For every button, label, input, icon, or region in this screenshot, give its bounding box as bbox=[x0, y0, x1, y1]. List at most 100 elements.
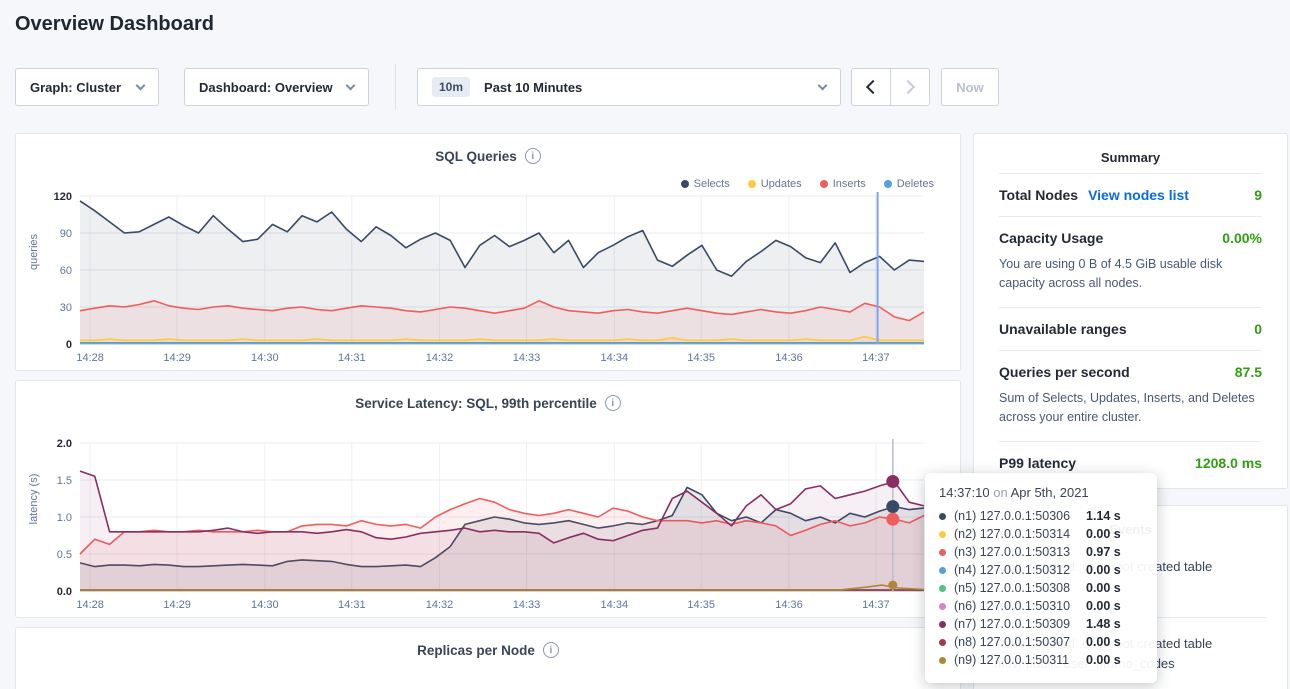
sql-queries-chart-title: SQL Queries bbox=[435, 149, 517, 164]
tooltip-node-value: 0.00 s bbox=[1086, 525, 1121, 543]
tooltip-node-value: 0.00 s bbox=[1086, 561, 1121, 579]
tooltip-node-value: 1.48 s bbox=[1086, 615, 1121, 633]
tooltip-node-row: (n3) 127.0.0.1:503130.97 s bbox=[939, 543, 1143, 561]
svg-text:60: 60 bbox=[60, 265, 72, 277]
view-nodes-list-link[interactable]: View nodes list bbox=[1088, 187, 1189, 203]
svg-text:90: 90 bbox=[60, 228, 72, 240]
summary-row-unavailable-ranges: Unavailable ranges 0 bbox=[999, 307, 1262, 350]
tooltip-node-label: (n4) 127.0.0.1:50312 bbox=[954, 561, 1086, 579]
page-title: Overview Dashboard bbox=[15, 13, 214, 36]
service-latency-panel: Service Latency: SQL, 99th percentile la… bbox=[15, 380, 961, 618]
summary-row-capacity: Capacity Usage 0.00% bbox=[999, 216, 1262, 259]
hover-value-dot bbox=[886, 475, 899, 488]
tooltip-node-row: (n1) 127.0.0.1:503061.14 s bbox=[939, 507, 1143, 525]
info-icon[interactable] bbox=[543, 642, 559, 658]
chevron-down-icon bbox=[136, 80, 146, 90]
chevron-down-icon bbox=[818, 80, 828, 90]
now-button-label: Now bbox=[956, 80, 983, 95]
legend-dot-icon bbox=[681, 180, 689, 188]
chart-title-row: Replicas per Node bbox=[16, 642, 960, 658]
node-color-dot-icon bbox=[939, 549, 946, 556]
svg-text:14:36: 14:36 bbox=[775, 599, 803, 611]
svg-text:14:34: 14:34 bbox=[601, 352, 629, 364]
svg-text:14:31: 14:31 bbox=[338, 352, 366, 364]
queries-per-second-value: 87.5 bbox=[1235, 364, 1262, 380]
time-prev-button[interactable] bbox=[851, 68, 891, 106]
tooltip-timestamp: 14:37:10 on Apr 5th, 2021 bbox=[939, 485, 1143, 500]
total-nodes-value: 9 bbox=[1254, 187, 1262, 203]
info-icon[interactable] bbox=[605, 395, 621, 411]
now-button-disabled[interactable]: Now bbox=[941, 68, 999, 106]
time-next-button-disabled[interactable] bbox=[890, 68, 930, 106]
tooltip-node-label: (n2) 127.0.0.1:50314 bbox=[954, 525, 1086, 543]
capacity-usage-value: 0.00% bbox=[1222, 230, 1262, 246]
summary-panel: Summary Total Nodes View nodes list 9 Ca… bbox=[973, 133, 1288, 489]
tooltip-node-label: (n3) 127.0.0.1:50313 bbox=[954, 543, 1086, 561]
info-icon[interactable] bbox=[525, 148, 541, 164]
svg-text:14:29: 14:29 bbox=[163, 599, 191, 611]
tooltip-node-value: 0.00 s bbox=[1086, 597, 1121, 615]
tooltip-node-rows: (n1) 127.0.0.1:503061.14 s(n2) 127.0.0.1… bbox=[939, 507, 1143, 669]
svg-text:14:28: 14:28 bbox=[76, 599, 104, 611]
svg-text:14:36: 14:36 bbox=[775, 352, 803, 364]
tooltip-date: Apr 5th, 2021 bbox=[1011, 485, 1089, 500]
tooltip-node-value: 0.97 s bbox=[1086, 543, 1121, 561]
svg-text:14:37: 14:37 bbox=[862, 599, 890, 611]
chevron-left-icon bbox=[866, 80, 880, 94]
tooltip-node-label: (n7) 127.0.0.1:50309 bbox=[954, 615, 1086, 633]
hover-value-dot bbox=[886, 513, 899, 526]
legend-dot-icon bbox=[884, 180, 892, 188]
qps-description: Sum of Selects, Updates, Inserts, and De… bbox=[999, 389, 1262, 441]
capacity-usage-description: You are using 0 B of 4.5 GiB usable disk… bbox=[999, 255, 1262, 307]
svg-text:14:37: 14:37 bbox=[862, 352, 890, 364]
tooltip-node-value: 0.00 s bbox=[1086, 651, 1121, 669]
chart-hover-tooltip: 14:37:10 on Apr 5th, 2021 (n1) 127.0.0.1… bbox=[925, 473, 1157, 683]
sql-queries-chart[interactable]: 14:2814:2914:3014:3114:3214:3314:3414:35… bbox=[16, 188, 960, 366]
node-color-dot-icon bbox=[939, 639, 946, 646]
svg-text:2.0: 2.0 bbox=[57, 438, 72, 450]
graph-dropdown[interactable]: Graph: Cluster bbox=[15, 68, 159, 106]
svg-text:14:28: 14:28 bbox=[76, 352, 104, 364]
svg-text:0.5: 0.5 bbox=[57, 549, 72, 561]
summary-row-total-nodes: Total Nodes View nodes list 9 bbox=[999, 173, 1262, 216]
tooltip-node-row: (n8) 127.0.0.1:503070.00 s bbox=[939, 633, 1143, 651]
svg-text:30: 30 bbox=[60, 302, 72, 314]
svg-text:120: 120 bbox=[54, 191, 72, 203]
legend-dot-icon bbox=[748, 180, 756, 188]
tooltip-node-row: (n7) 127.0.0.1:503091.48 s bbox=[939, 615, 1143, 633]
hover-value-dot bbox=[886, 500, 899, 513]
chevron-right-icon bbox=[901, 80, 915, 94]
tooltip-node-label: (n9) 127.0.0.1:50311 bbox=[954, 651, 1086, 669]
dashboard-dropdown[interactable]: Dashboard: Overview bbox=[184, 68, 369, 106]
svg-text:14:31: 14:31 bbox=[338, 599, 366, 611]
summary-row-qps: Queries per second 87.5 bbox=[999, 350, 1262, 393]
time-range-dropdown[interactable]: 10m Past 10 Minutes bbox=[417, 68, 841, 106]
graph-dropdown-label: Graph: Cluster bbox=[30, 80, 121, 95]
service-latency-chart[interactable]: 14:2814:2914:3014:3114:3214:3314:3414:35… bbox=[16, 435, 960, 613]
service-latency-chart-title: Service Latency: SQL, 99th percentile bbox=[355, 396, 597, 411]
tooltip-node-row: (n5) 127.0.0.1:503080.00 s bbox=[939, 579, 1143, 597]
tooltip-node-value: 1.14 s bbox=[1086, 507, 1121, 525]
time-range-badge: 10m bbox=[432, 77, 470, 97]
tooltip-node-row: (n6) 127.0.0.1:503100.00 s bbox=[939, 597, 1143, 615]
controls-divider bbox=[395, 64, 396, 110]
node-color-dot-icon bbox=[939, 531, 946, 538]
tooltip-node-row: (n4) 127.0.0.1:503120.00 s bbox=[939, 561, 1143, 579]
chevron-down-icon bbox=[346, 80, 356, 90]
svg-text:14:33: 14:33 bbox=[513, 352, 541, 364]
unavailable-ranges-value: 0 bbox=[1254, 321, 1262, 337]
replicas-per-node-panel: Replicas per Node bbox=[15, 627, 961, 689]
svg-text:14:32: 14:32 bbox=[426, 352, 454, 364]
tooltip-node-value: 0.00 s bbox=[1086, 633, 1121, 651]
replicas-chart-title: Replicas per Node bbox=[417, 643, 535, 658]
node-color-dot-icon bbox=[939, 513, 946, 520]
svg-text:14:35: 14:35 bbox=[687, 352, 715, 364]
total-nodes-label: Total Nodes bbox=[999, 187, 1078, 203]
svg-text:14:33: 14:33 bbox=[513, 599, 541, 611]
svg-text:14:29: 14:29 bbox=[163, 352, 191, 364]
queries-per-second-label: Queries per second bbox=[999, 364, 1130, 380]
node-color-dot-icon bbox=[939, 585, 946, 592]
tooltip-node-label: (n1) 127.0.0.1:50306 bbox=[954, 507, 1086, 525]
capacity-usage-label: Capacity Usage bbox=[999, 230, 1103, 246]
tooltip-on-word: on bbox=[993, 485, 1007, 500]
